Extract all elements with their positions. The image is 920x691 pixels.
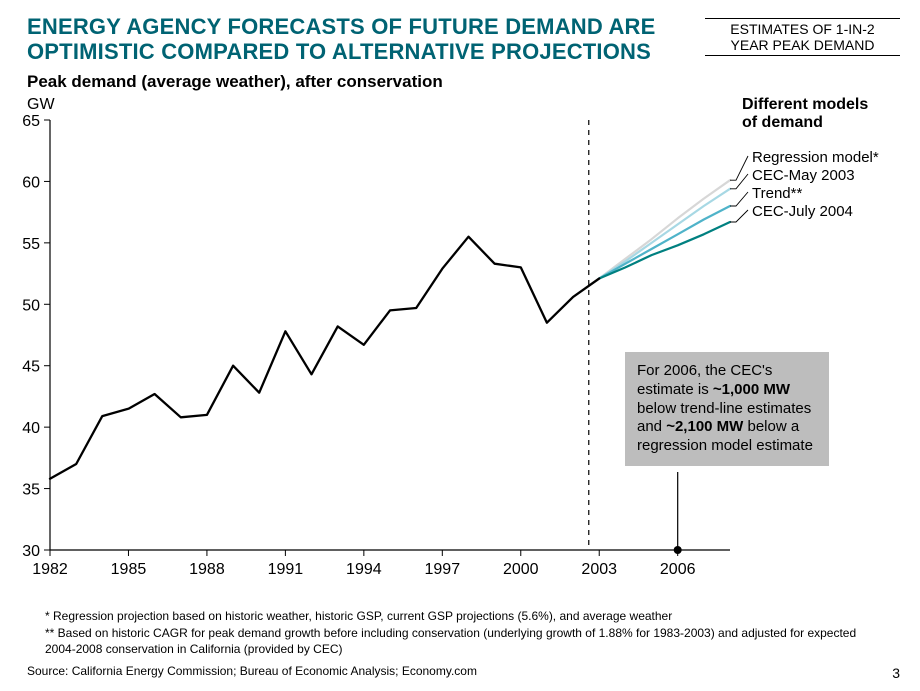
svg-text:2000: 2000 xyxy=(503,561,539,578)
footnote-2: ** Based on historic CAGR for peak deman… xyxy=(45,625,875,657)
source-line: Source: California Energy Commission; Bu… xyxy=(27,664,477,678)
svg-text:1991: 1991 xyxy=(268,561,304,578)
svg-text:2006: 2006 xyxy=(660,561,696,578)
svg-text:1994: 1994 xyxy=(346,561,382,578)
svg-text:30: 30 xyxy=(22,543,40,560)
svg-text:55: 55 xyxy=(22,236,40,253)
svg-text:1997: 1997 xyxy=(425,561,461,578)
callout-box: For 2006, the CEC's estimate is ~1,000 M… xyxy=(625,352,829,466)
svg-text:65: 65 xyxy=(22,113,40,130)
svg-text:1988: 1988 xyxy=(189,561,225,578)
footnote-1: * Regression projection based on histori… xyxy=(45,608,865,624)
svg-text:1982: 1982 xyxy=(32,561,68,578)
svg-text:2003: 2003 xyxy=(581,561,617,578)
svg-text:35: 35 xyxy=(22,482,40,499)
legend-item-1: CEC-May 2003 xyxy=(752,167,855,184)
legend-item-3: CEC-July 2004 xyxy=(752,203,853,220)
legend-item-0: Regression model* xyxy=(752,149,879,166)
page-number: 3 xyxy=(892,665,900,681)
svg-text:1985: 1985 xyxy=(111,561,147,578)
chart-svg: 30 35 40 45 50 55 60 65 1982 1985 1988 1991 1994 1997… xyxy=(0,0,920,691)
svg-text:40: 40 xyxy=(22,420,40,437)
svg-text:45: 45 xyxy=(22,359,40,376)
svg-text:50: 50 xyxy=(22,297,40,314)
svg-text:60: 60 xyxy=(22,174,40,191)
legend-item-2: Trend** xyxy=(752,185,802,202)
